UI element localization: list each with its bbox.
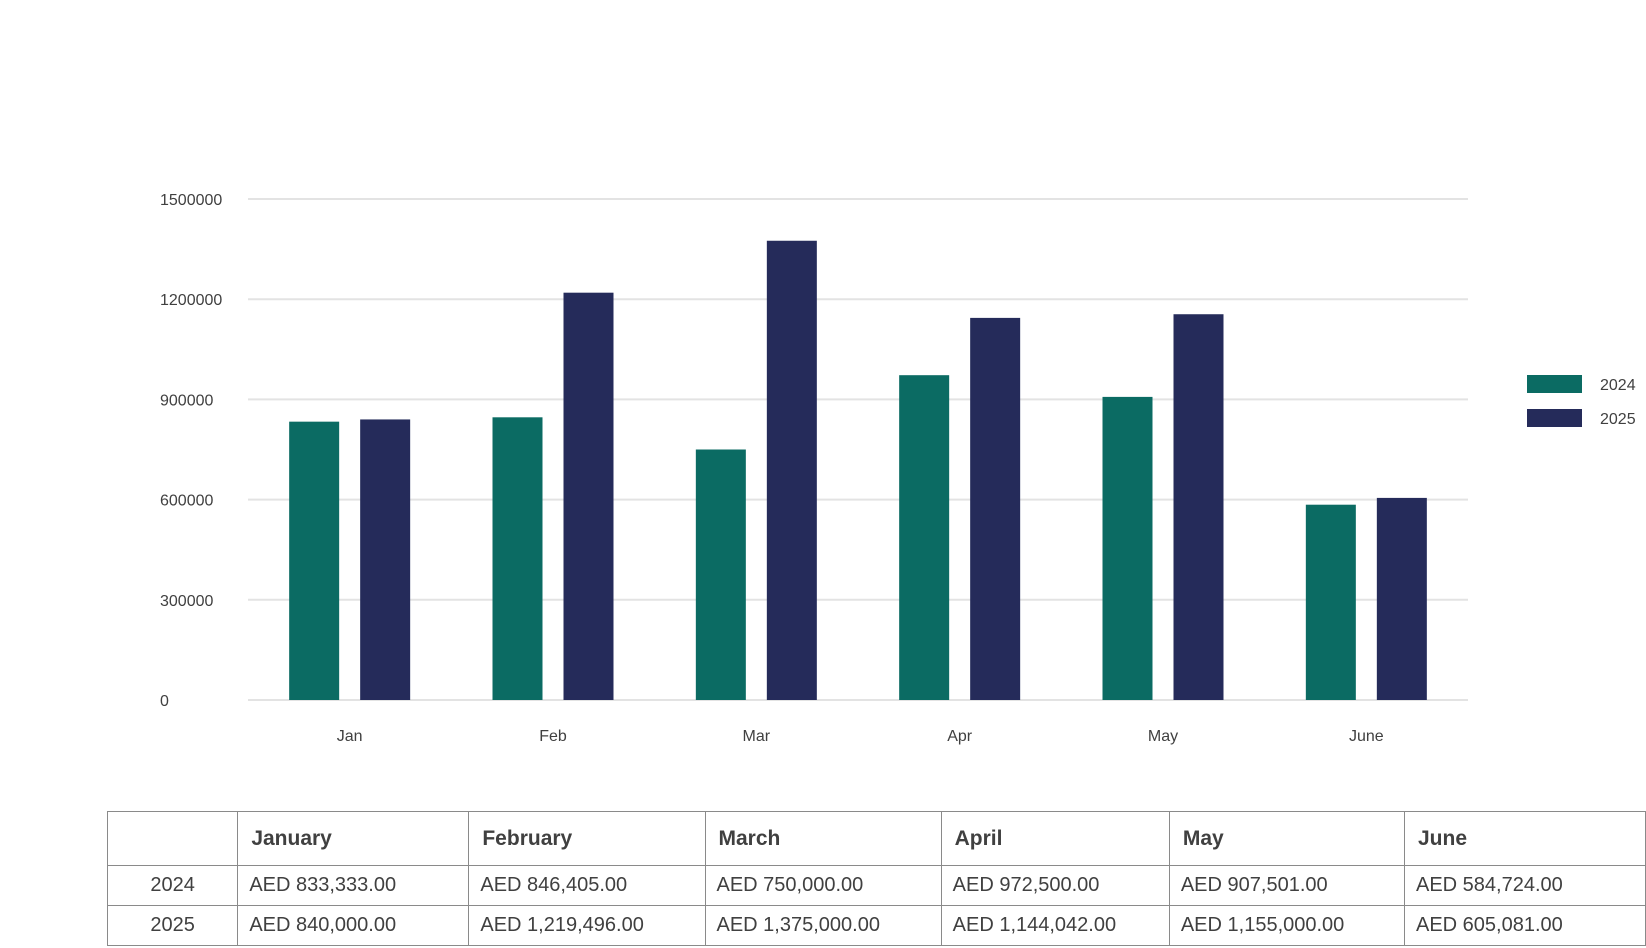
legend-label: 2024 xyxy=(1600,377,1636,394)
x-tick-label: Mar xyxy=(743,728,771,745)
table-cell: AED 1,375,000.00 xyxy=(704,905,942,946)
table-row: 2024 AED 833,333.00 AED 846,405.00 AED 7… xyxy=(106,865,1646,906)
bar-2025-may xyxy=(1173,314,1224,700)
table-cell: AED 605,081.00 xyxy=(1403,905,1646,946)
table-cell: AED 972,500.00 xyxy=(940,865,1170,906)
y-tick-label: 1200000 xyxy=(160,292,222,309)
bar-2024-feb xyxy=(492,417,543,700)
bar-2024-may xyxy=(1102,396,1153,700)
table-header-cell: March xyxy=(704,811,942,866)
x-tick-label: Feb xyxy=(539,728,567,745)
table-cell: AED 846,405.00 xyxy=(468,865,706,906)
table-cell: AED 840,000.00 xyxy=(237,905,470,946)
table-header-cell xyxy=(106,811,239,866)
bar-2024-june xyxy=(1305,504,1356,700)
x-tick-label: Apr xyxy=(947,728,973,745)
row-year-label: 2024 xyxy=(106,865,239,906)
bar-chart: 0 300000 600000 900000 1200000 1500000 Jan Feb… xyxy=(160,192,1636,745)
table-cell: AED 750,000.00 xyxy=(704,865,942,906)
x-tick-label: Jan xyxy=(337,728,363,745)
y-tick-label: 1500000 xyxy=(160,192,222,209)
y-tick-label: 600000 xyxy=(160,493,213,510)
bar-2025-jan xyxy=(360,419,411,700)
table-header-row: January February March April May June xyxy=(106,811,1646,866)
bar-2025-apr xyxy=(970,317,1021,700)
table-header-cell: April xyxy=(940,811,1170,866)
x-tick-label: June xyxy=(1349,728,1384,745)
y-axis-ticks: 0 300000 600000 900000 1200000 1500000 xyxy=(160,192,222,710)
bar-2025-june xyxy=(1376,497,1427,700)
table-cell: AED 1,155,000.00 xyxy=(1168,905,1405,946)
table-header-cell: June xyxy=(1403,811,1646,866)
y-tick-label: 0 xyxy=(160,693,169,710)
gridlines xyxy=(248,198,1468,701)
table-cell: AED 1,219,496.00 xyxy=(468,905,706,946)
y-tick-label: 300000 xyxy=(160,593,213,610)
bar-2025-feb xyxy=(563,292,614,700)
table-cell: AED 1,144,042.00 xyxy=(940,905,1170,946)
table-cell: AED 833,333.00 xyxy=(237,865,470,906)
table-header-cell: January xyxy=(237,811,470,866)
table-cell: AED 907,501.00 xyxy=(1168,865,1405,906)
bar-2024-apr xyxy=(899,375,950,700)
table-cell: AED 584,724.00 xyxy=(1403,865,1646,906)
table-header-cell: May xyxy=(1168,811,1405,866)
data-table: January February March April May June 20… xyxy=(106,811,1646,946)
bar-2024-jan xyxy=(289,421,340,700)
legend-swatch-2025 xyxy=(1527,409,1582,427)
table-header-cell: February xyxy=(468,811,706,866)
legend: 2024 2025 xyxy=(1527,375,1636,428)
bars xyxy=(289,240,1427,700)
row-year-label: 2025 xyxy=(106,905,239,946)
y-tick-label: 900000 xyxy=(160,392,213,409)
x-axis-ticks: Jan Feb Mar Apr May June xyxy=(337,728,1384,745)
legend-swatch-2024 xyxy=(1527,375,1582,393)
legend-label: 2025 xyxy=(1600,411,1636,428)
table-row: 2025 AED 840,000.00 AED 1,219,496.00 AED… xyxy=(106,905,1646,946)
bar-2024-mar xyxy=(695,449,746,700)
bar-2025-mar xyxy=(766,240,817,700)
x-tick-label: May xyxy=(1148,728,1178,745)
